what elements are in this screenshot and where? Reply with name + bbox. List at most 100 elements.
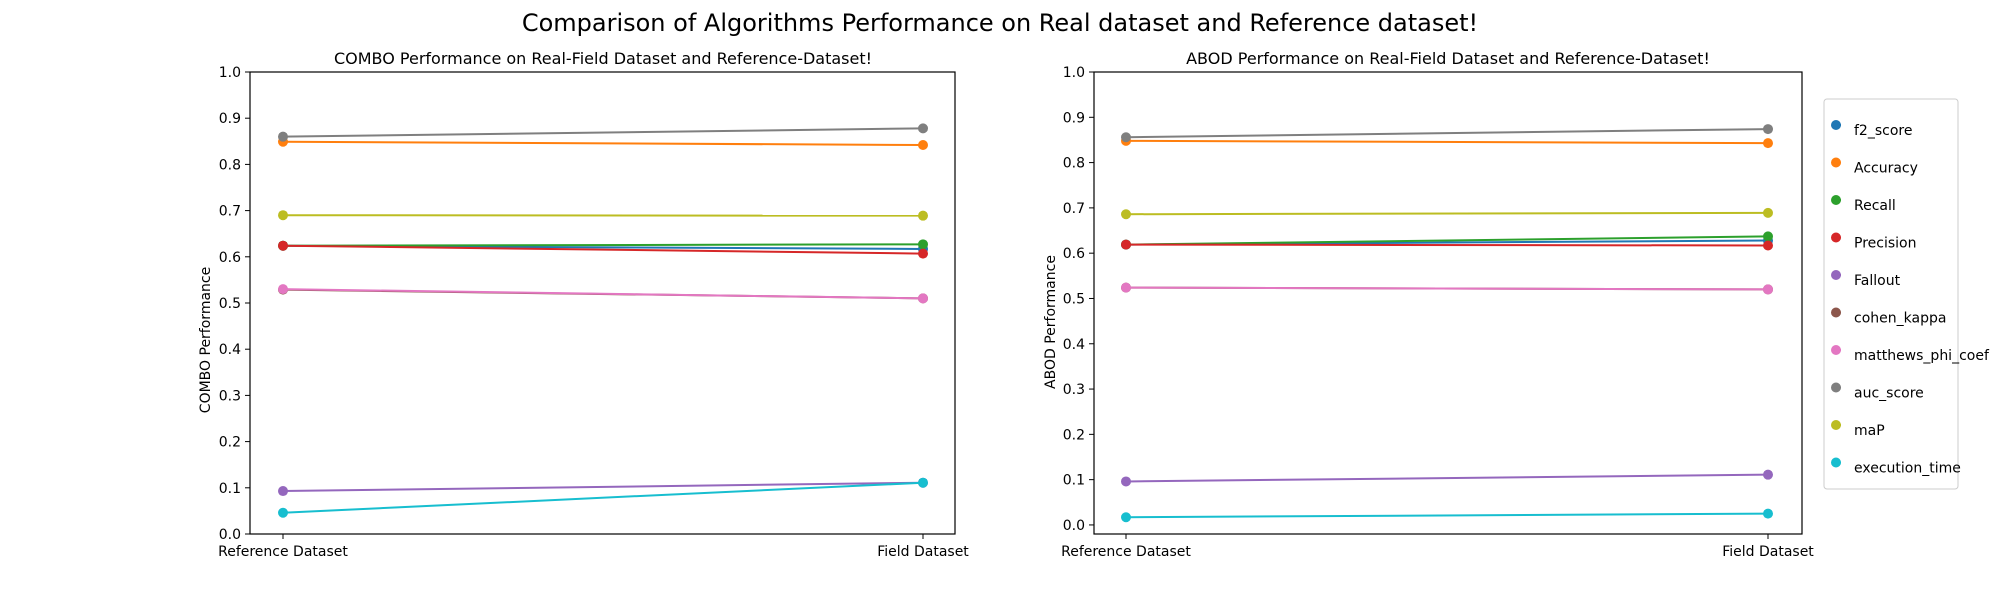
abod-series-auc-score xyxy=(1121,124,1773,143)
legend-item-map: maP xyxy=(1831,420,1885,439)
combo-y-axis-label: COMBO Performance xyxy=(198,267,214,413)
legend-item-execution-time: execution_time xyxy=(1831,457,1961,477)
abod-point-precision xyxy=(1763,240,1773,251)
abod-series-accuracy xyxy=(1121,135,1773,149)
abod-point-execution-time xyxy=(1763,508,1773,519)
combo-point-auc-score xyxy=(278,131,288,142)
combo-y-tick-label: 0.0 xyxy=(219,527,241,543)
legend-item-precision: Precision xyxy=(1831,232,1916,252)
abod-y-tick-label: 0.5 xyxy=(1063,291,1085,307)
legend-label-fallout: Fallout xyxy=(1854,273,1901,289)
legend-label-auc-score: auc_score xyxy=(1854,386,1924,402)
abod-point-map xyxy=(1763,207,1773,218)
combo-y-tick-label: 0.9 xyxy=(219,111,241,127)
legend-marker-fallout xyxy=(1831,270,1841,280)
combo-series-auc-score xyxy=(278,123,928,142)
abod-point-execution-time xyxy=(1121,512,1131,523)
abod-point-matthews-phi-coef xyxy=(1763,284,1773,295)
legend-item-fallout: Fallout xyxy=(1831,270,1901,289)
legend-item-f2-score: f2_score xyxy=(1831,120,1912,139)
combo-line-execution-time xyxy=(282,481,924,514)
legend-marker-map xyxy=(1831,420,1841,430)
figure-title: Comparison of Algorithms Performance on … xyxy=(522,9,1478,37)
abod-y-tick-label: 0.3 xyxy=(1063,382,1085,398)
combo-y-tick-label: 0.2 xyxy=(219,435,241,451)
combo-line-precision xyxy=(282,244,924,255)
combo-series-accuracy xyxy=(278,136,928,150)
abod-line-matthews-phi-coef xyxy=(1125,286,1769,291)
combo-line-fallout xyxy=(282,481,924,493)
abod-series-fallout xyxy=(1121,469,1773,487)
abod-line-recall xyxy=(1125,235,1769,246)
combo-series-precision xyxy=(278,240,928,259)
abod-y-tick-label: 0.1 xyxy=(1063,473,1085,489)
combo-point-map xyxy=(918,210,928,221)
combo-y-tick-label: 1.0 xyxy=(219,65,241,81)
abod-y-tick-label: 0.9 xyxy=(1063,110,1085,126)
combo-series-matthews-phi-coef xyxy=(278,284,928,304)
abod-line-accuracy xyxy=(1125,139,1769,145)
combo-x-tick-label: Reference Dataset xyxy=(218,544,348,560)
abod-line-execution-time xyxy=(1125,512,1769,519)
combo-line-recall xyxy=(282,243,924,247)
abod-axis-ticks: 0.0 0.1 0.2 0.3 0.4 0.5 0.6 0.7 0.8 0.9 1.0 Referen… xyxy=(1061,65,1814,560)
legend-marker-recall xyxy=(1831,195,1841,205)
combo-y-tick-label: 0.3 xyxy=(219,388,241,404)
abod-plot-frame xyxy=(1093,71,1803,535)
legend-marker-matthews-phi-coef xyxy=(1831,345,1841,355)
combo-plot-frame xyxy=(249,71,956,535)
abod-line-auc-score xyxy=(1125,128,1769,139)
abod-chart-panel: ABOD Performance on Real-Field Dataset a… xyxy=(1043,49,1814,560)
abod-y-tick-label: 0.8 xyxy=(1063,156,1085,172)
abod-point-precision xyxy=(1121,239,1131,250)
legend-box xyxy=(1823,98,1959,490)
legend-label-execution-time: execution_time xyxy=(1854,461,1961,477)
combo-point-auc-score xyxy=(918,123,928,134)
combo-point-recall xyxy=(918,239,928,250)
abod-y-tick-label: 0.7 xyxy=(1063,201,1085,217)
combo-chart-title: COMBO Performance on Real-Field Dataset … xyxy=(334,49,872,68)
abod-series-precision xyxy=(1121,239,1773,251)
combo-line-matthews-phi-coef xyxy=(282,288,924,300)
legend-item-auc-score: auc_score xyxy=(1831,382,1924,402)
legend-item-matthews-phi-coef: matthews_phi_coef xyxy=(1831,345,1990,364)
abod-y-tick-label: 0.4 xyxy=(1063,337,1085,353)
legend-item-recall: Recall xyxy=(1831,195,1896,214)
combo-y-tick-label: 0.1 xyxy=(219,481,241,497)
abod-y-tick-label: 0.0 xyxy=(1063,518,1085,534)
combo-series-lines xyxy=(278,123,928,518)
legend-label-recall: Recall xyxy=(1854,198,1896,214)
abod-series-map xyxy=(1121,207,1773,220)
combo-y-tick-label: 0.6 xyxy=(219,250,241,266)
combo-point-precision xyxy=(278,240,288,251)
legend-marker-cohen-kappa xyxy=(1831,307,1841,318)
legend-label-cohen-kappa: cohen_kappa xyxy=(1854,311,1946,327)
combo-point-matthews-phi-coef xyxy=(918,293,928,304)
abod-x-tick-label: Field Dataset xyxy=(1722,544,1814,560)
combo-chart-panel: COMBO Performance on Real-Field Dataset … xyxy=(198,49,969,560)
abod-series-lines xyxy=(1121,124,1773,523)
legend-label-f2-score: f2_score xyxy=(1854,123,1912,139)
combo-y-tick-label: 0.7 xyxy=(219,204,241,220)
abod-line-fallout xyxy=(1125,473,1769,483)
abod-chart-title: ABOD Performance on Real-Field Dataset a… xyxy=(1186,49,1710,68)
abod-y-tick-label: 1.0 xyxy=(1063,65,1085,81)
combo-y-tick-label: 0.4 xyxy=(219,342,241,358)
abod-point-auc-score xyxy=(1763,124,1773,135)
legend-label-precision: Precision xyxy=(1854,236,1916,252)
abod-point-recall xyxy=(1763,231,1773,242)
legend-marker-accuracy xyxy=(1831,157,1841,168)
legend-marker-auc-score xyxy=(1831,382,1841,393)
abod-point-map xyxy=(1121,209,1131,220)
legend: f2_score Accuracy Recall Precision Fallout co… xyxy=(1823,98,1990,490)
combo-point-precision xyxy=(918,248,928,259)
combo-line-accuracy xyxy=(282,140,924,146)
legend-item-accuracy: Accuracy xyxy=(1831,157,1918,177)
combo-y-tick-label: 0.5 xyxy=(219,296,241,312)
combo-point-accuracy xyxy=(918,139,928,150)
legend-marker-f2-score xyxy=(1831,120,1841,130)
legend-marker-precision xyxy=(1831,232,1841,243)
legend-label-map: maP xyxy=(1854,423,1885,439)
combo-point-matthews-phi-coef xyxy=(278,284,288,295)
